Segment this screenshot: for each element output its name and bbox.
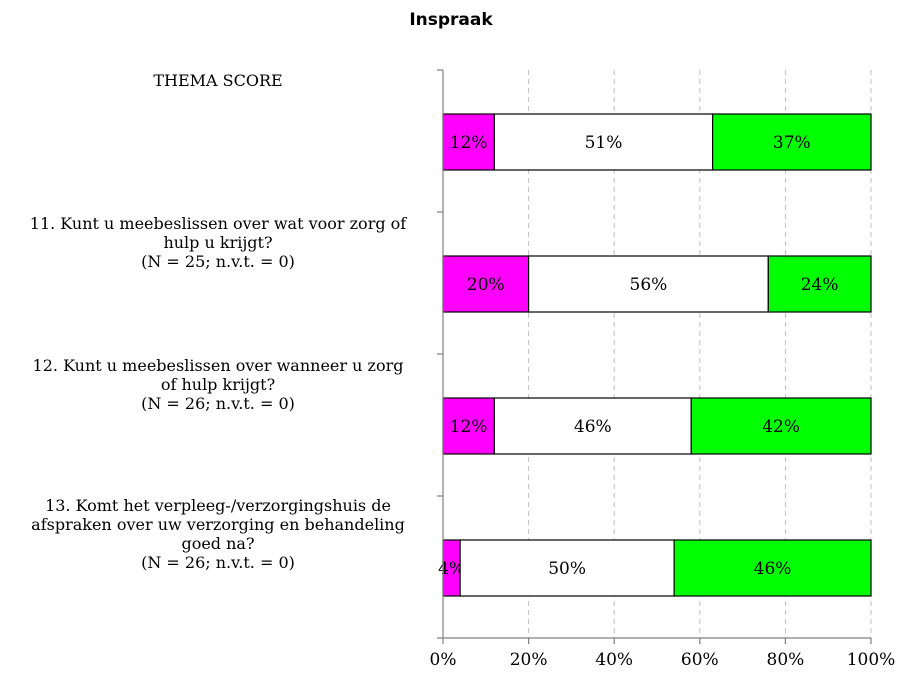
data-label: 12% [450, 417, 488, 437]
x-tick-label: 20% [510, 650, 548, 670]
data-label: 46% [754, 559, 792, 579]
data-label: 20% [467, 275, 505, 295]
data-label: 37% [773, 133, 811, 153]
x-tick-label: 0% [430, 650, 457, 670]
x-tick-label: 40% [595, 650, 633, 670]
data-label: 12% [450, 133, 488, 153]
data-label: 50% [548, 559, 586, 579]
data-label: 56% [630, 275, 668, 295]
x-tick-label: 100% [847, 650, 896, 670]
x-tick-label: 80% [767, 650, 805, 670]
data-label: 51% [585, 133, 623, 153]
data-label: 24% [801, 275, 839, 295]
x-tick-label: 60% [681, 650, 719, 670]
data-label: 42% [762, 417, 800, 437]
data-label: 46% [574, 417, 612, 437]
